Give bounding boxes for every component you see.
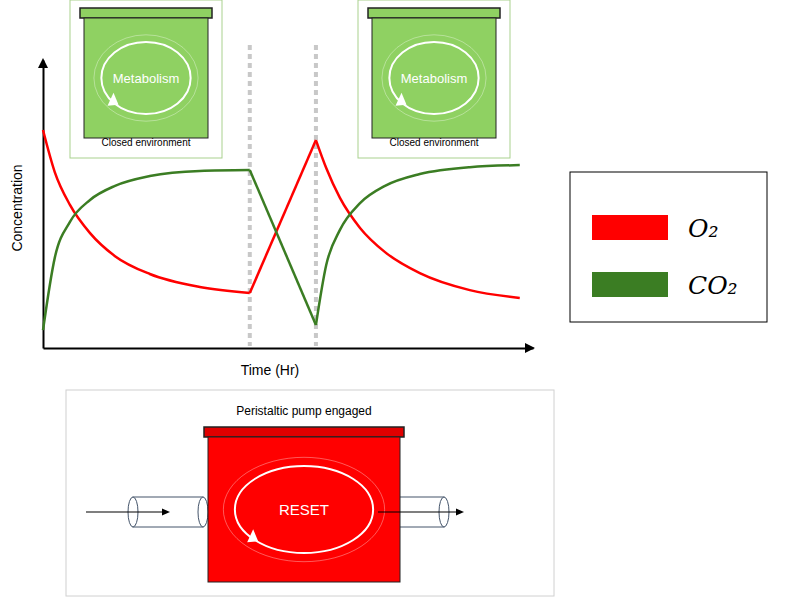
cycle-arrowhead [108,93,119,106]
cycle-halo [94,35,198,121]
y-axis-title: Concentration [9,164,25,251]
container-label: Metabolism [401,71,467,86]
phase-boundary [248,45,252,346]
cycle-arrow [389,42,478,114]
container-label: Metabolism [113,71,179,86]
lines [43,130,520,330]
axis-line [43,61,45,349]
panel-caption: Closed environment [390,137,479,148]
phase-boundary [314,45,318,346]
x-axis [44,348,534,349]
container-lid [204,427,404,437]
series-line [43,170,250,330]
container-lid [368,8,500,18]
flow-arrow [378,511,458,512]
series-line [316,165,520,325]
y-axis [43,61,44,349]
legend-frame [570,172,767,322]
container-body [372,18,496,138]
figure: Concentration Time (Hr) O₂ CO₂ Metabolism Clo… [0,0,787,597]
series-line [250,170,316,325]
panel-frame [358,0,510,158]
pump-panel: Peristaltic pump engaged RESET [66,390,554,596]
container-body [84,18,208,138]
tube-end [198,497,208,527]
legend-label: CO₂ [688,271,738,300]
cycle-arrow [101,42,190,114]
container-lid [80,8,212,18]
cycle-arrow [235,466,373,553]
container-label: RESET [279,501,329,518]
x-axis-title: Time (Hr) [241,362,300,378]
axis-arrow [525,343,535,353]
axis-line [44,348,534,350]
series-line [250,140,316,293]
container-body [208,437,400,582]
cycle-halo [223,457,384,561]
axis-arrow [38,58,48,68]
cycle-halo [382,35,486,121]
flow-arrowhead [162,509,170,516]
cycle-arrowhead [247,529,258,542]
legend: O₂ CO₂ [570,172,767,322]
legend-swatch [592,215,668,240]
panel-frame [66,390,554,596]
legend-swatch [592,272,668,297]
closed-environment-panel: Metabolism Closed environment [70,0,222,158]
legend-label: O₂ [688,214,719,243]
panel-caption: Closed environment [102,137,191,148]
panel-frame [70,0,222,158]
flow-arrowhead [456,509,464,516]
panel-title: Peristaltic pump engaged [236,404,371,418]
closed-environment-panel: Metabolism Closed environment [358,0,510,158]
flow-arrow [86,511,164,512]
cycle-arrowhead [396,93,407,106]
